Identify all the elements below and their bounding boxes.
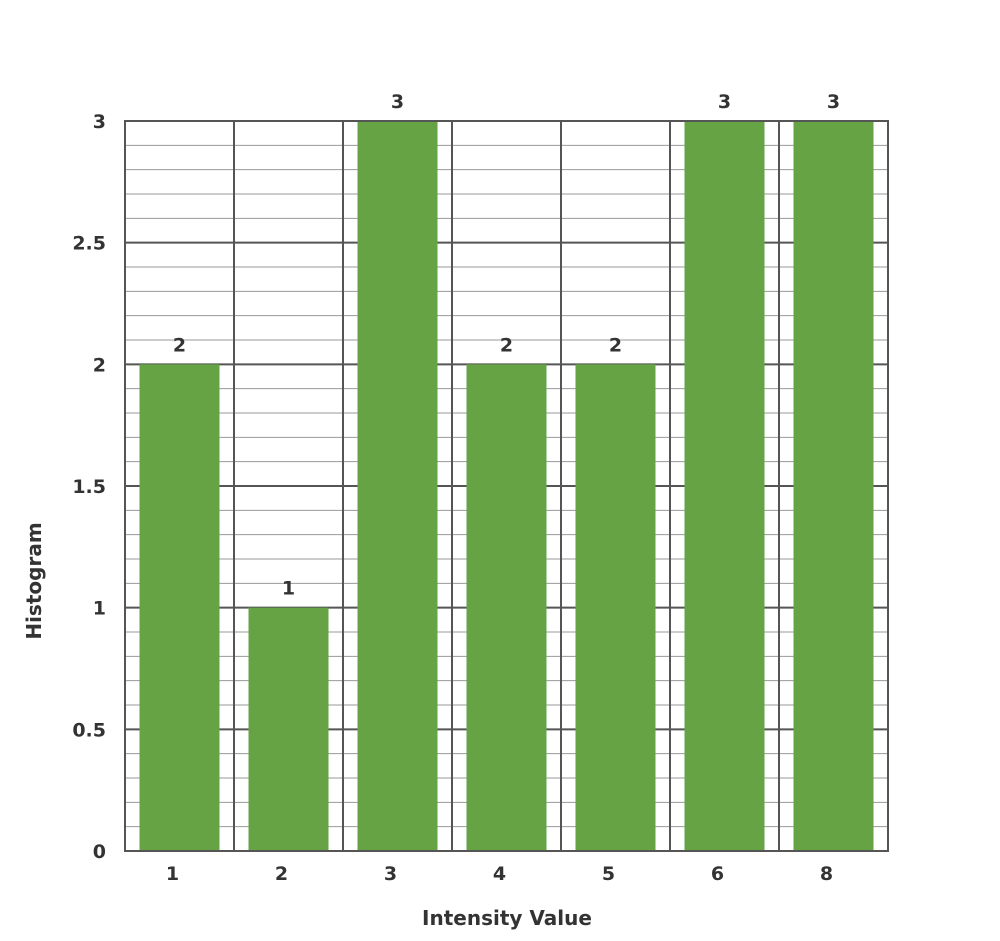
y-axis-label: Histogram	[22, 522, 46, 639]
x-axis-ticks: 1 2 3 4 5 6 8	[166, 863, 833, 885]
bar-3	[357, 121, 438, 851]
y-tick-label: 1	[93, 598, 106, 620]
data-label: 2	[173, 334, 186, 356]
y-tick-label: 3	[93, 111, 106, 133]
data-label: 1	[282, 578, 295, 600]
data-label: 2	[500, 334, 513, 356]
bar-1	[139, 364, 220, 851]
data-label: 3	[827, 91, 840, 113]
bar-5	[575, 364, 656, 851]
y-tick-label: 1.5	[72, 476, 106, 498]
x-tick-label: 2	[275, 863, 288, 885]
bar-8	[793, 121, 874, 851]
bar-2	[248, 607, 329, 851]
data-label: 3	[391, 91, 404, 113]
x-tick-label: 6	[711, 863, 724, 885]
x-tick-label: 8	[820, 863, 833, 885]
y-tick-label: 2.5	[72, 233, 106, 255]
bar-4	[466, 364, 547, 851]
x-axis-label: Intensity Value	[422, 906, 592, 930]
x-tick-label: 5	[602, 863, 615, 885]
y-axis-ticks: 0 0.5 1 1.5 2 2.5 3	[72, 111, 106, 863]
data-label: 2	[609, 334, 622, 356]
x-tick-label: 3	[384, 863, 397, 885]
bar-6	[684, 121, 765, 851]
plot-frame	[124, 120, 889, 852]
y-tick-label: 2	[93, 354, 106, 376]
data-label: 3	[718, 91, 731, 113]
data-labels: 2 1 3 2 2 3 3	[173, 91, 840, 600]
y-tick-label: 0	[93, 841, 106, 863]
bars	[139, 121, 874, 851]
x-tick-label: 4	[493, 863, 506, 885]
y-tick-label: 0.5	[72, 719, 106, 741]
plot-area	[124, 120, 889, 852]
x-tick-label: 1	[166, 863, 179, 885]
